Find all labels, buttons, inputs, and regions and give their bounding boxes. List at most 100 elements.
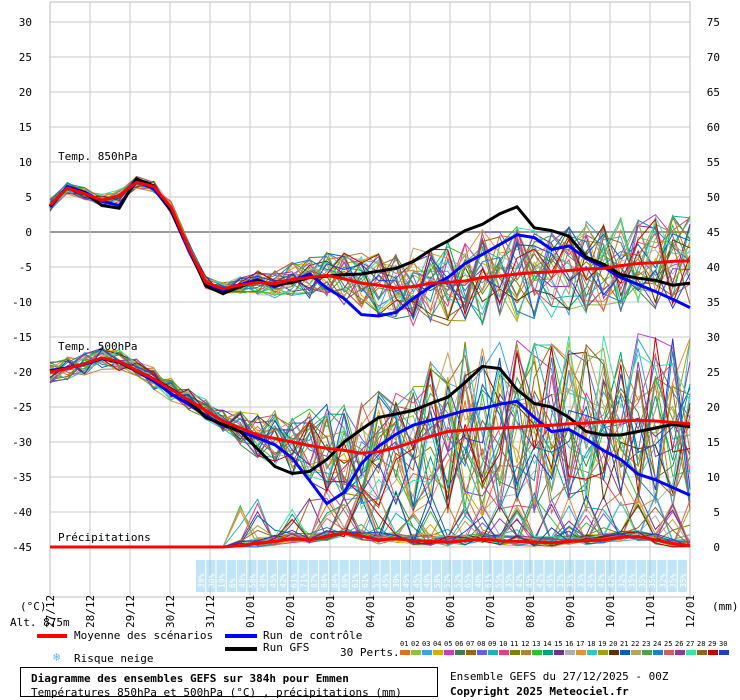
pert-number: 05 bbox=[444, 640, 452, 648]
chart-series bbox=[48, 175, 691, 592]
ensemble-member-t500 bbox=[49, 341, 691, 512]
y-tick-label-right: 50 bbox=[707, 191, 720, 204]
snow-risk-cell bbox=[462, 560, 472, 592]
snow-risk-cell bbox=[360, 560, 370, 592]
t500-control-line bbox=[49, 357, 691, 506]
y-tick-label-left: 5 bbox=[25, 191, 32, 204]
pert-number: 22 bbox=[631, 640, 639, 648]
pert-number: 03 bbox=[422, 640, 430, 648]
snow-risk-cell bbox=[370, 560, 380, 592]
snow-risk-cell bbox=[226, 560, 236, 592]
snow-risk-value: 55% bbox=[371, 573, 380, 588]
y-tick-label-left: -45 bbox=[12, 541, 32, 554]
pert-swatch bbox=[664, 650, 674, 655]
snow-risk-value: 39% bbox=[392, 573, 401, 588]
snow-risk-cell bbox=[534, 560, 544, 592]
snow-risk-value: 45% bbox=[402, 573, 411, 588]
ensemble-member-t500 bbox=[49, 337, 691, 509]
pert-number: 25 bbox=[664, 640, 672, 648]
snow-risk-value: 30% bbox=[207, 573, 216, 588]
pert-swatch bbox=[642, 650, 652, 655]
snow-risk-cell bbox=[196, 560, 206, 592]
x-tick-label: 12/01 bbox=[684, 595, 697, 628]
snow-risk-cell bbox=[278, 560, 288, 592]
snow-risk-cell bbox=[237, 560, 247, 592]
snow-risk-value: 19% bbox=[218, 573, 227, 588]
y-tick-label-left: -30 bbox=[12, 436, 32, 449]
snow-risk-value: 45% bbox=[269, 573, 278, 588]
x-tick-label: 11/01 bbox=[644, 595, 657, 628]
snow-risk-cell bbox=[216, 560, 226, 592]
x-tick-label: 05/01 bbox=[404, 595, 417, 628]
snow-risk-cell bbox=[554, 560, 564, 592]
snow-risk-cell bbox=[595, 560, 605, 592]
snow-risk-value: 55% bbox=[494, 573, 503, 588]
y-tick-label-right: 35 bbox=[707, 296, 720, 309]
snow-risk-cell bbox=[329, 560, 339, 592]
footer-title-box: Diagramme des ensembles GEFS sur 384h po… bbox=[20, 667, 438, 699]
snow-risk-value: 65% bbox=[464, 573, 473, 588]
pert-number: 01 bbox=[400, 640, 408, 648]
y-tick-label-right: 40 bbox=[707, 261, 720, 274]
snow-risk-cell bbox=[575, 560, 585, 592]
snow-risk-cell bbox=[472, 560, 482, 592]
pert-swatch bbox=[400, 650, 410, 655]
snow-risk-value: 61% bbox=[289, 573, 298, 588]
snow-risk-value: 42% bbox=[279, 573, 288, 588]
pert-number: 09 bbox=[488, 640, 496, 648]
pert-swatch bbox=[455, 650, 465, 655]
snow-risk-value: 45% bbox=[525, 573, 534, 588]
pert-swatch bbox=[609, 650, 619, 655]
y-tick-label-right: 0 bbox=[713, 541, 720, 554]
snow-risk-value: 32% bbox=[658, 573, 667, 588]
pert-swatch bbox=[411, 650, 421, 655]
pert-number: 27 bbox=[686, 640, 694, 648]
y-tick-label-right: 15 bbox=[707, 436, 720, 449]
snow-risk-cell bbox=[657, 560, 667, 592]
pert-swatch bbox=[587, 650, 597, 655]
y-tick-label-right: 55 bbox=[707, 156, 720, 169]
snow-risk-value: 52% bbox=[443, 573, 452, 588]
snow-risk-cell bbox=[667, 560, 677, 592]
snow-risk-value: 61% bbox=[484, 573, 493, 588]
y-tick-label-right: 60 bbox=[707, 121, 720, 134]
t500-mean-line bbox=[49, 356, 691, 455]
pert-swatch bbox=[433, 650, 443, 655]
y-tick-label-right: 70 bbox=[707, 51, 720, 64]
x-tick-label: 31/12 bbox=[204, 595, 217, 628]
x-tick-label: 03/01 bbox=[324, 595, 337, 628]
snow-risk-value: 32% bbox=[556, 573, 565, 588]
snow-risk-cell bbox=[442, 560, 452, 592]
legend-control-swatch bbox=[225, 634, 257, 638]
ensemble-member-t500 bbox=[49, 335, 691, 515]
snow-risk-value: 61% bbox=[361, 573, 370, 588]
pert-swatch bbox=[444, 650, 454, 655]
pert-number: 30 bbox=[719, 640, 727, 648]
y-tick-label-left: 30 bbox=[19, 16, 32, 29]
snow-risk-cell bbox=[401, 560, 411, 592]
pert-swatch bbox=[598, 650, 608, 655]
snow-risk-value: 45% bbox=[382, 573, 391, 588]
plot-frame bbox=[49, 1, 691, 598]
pert-number: 14 bbox=[543, 640, 551, 648]
pert-number: 13 bbox=[532, 640, 540, 648]
pert-swatch bbox=[477, 650, 487, 655]
snow-risk-cell bbox=[616, 560, 626, 592]
pert-number: 06 bbox=[455, 640, 463, 648]
pert-swatch bbox=[422, 650, 432, 655]
t850-mean-line bbox=[48, 180, 691, 291]
snow-risk-value: 35% bbox=[638, 573, 647, 588]
y-tick-label-right: 65 bbox=[707, 86, 720, 99]
snow-risk-value: 35% bbox=[679, 573, 688, 588]
chart-subtitle: Températures 850hPa et 500hPa (°C) , pré… bbox=[31, 686, 402, 699]
snow-risk-value: 35% bbox=[669, 573, 678, 588]
y-tick-label-right: 25 bbox=[707, 366, 720, 379]
snow-risk-cell bbox=[298, 560, 308, 592]
pert-swatch bbox=[576, 650, 586, 655]
snow-risk-value: 84% bbox=[320, 573, 329, 588]
snow-risk-cell bbox=[431, 560, 441, 592]
x-tick-label: 02/01 bbox=[284, 595, 297, 628]
snow-risk-cell bbox=[565, 560, 575, 592]
snow-risk-cell bbox=[503, 560, 513, 592]
